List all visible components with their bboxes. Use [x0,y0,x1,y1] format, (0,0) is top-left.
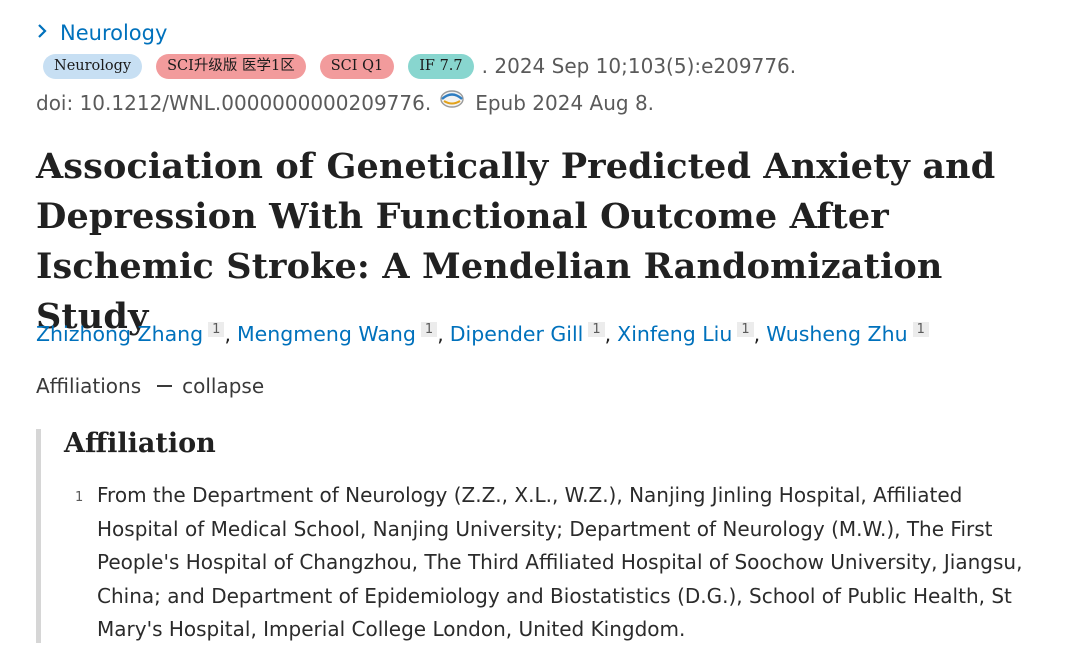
article-title: Association of Genetically Predicted Anx… [36,146,996,337]
chevron-right-icon [36,23,52,43]
affiliations-toggle[interactable]: Affiliations collapse [36,372,264,400]
author-list: Zhizhong Zhang 1 , Mengmeng Wang 1 , Dip… [36,322,929,352]
author-separator: , [753,322,761,346]
open-access-icon[interactable] [439,87,465,111]
author-link[interactable]: Mengmeng Wang [236,322,416,346]
author-link[interactable]: Wusheng Zhu [766,322,908,346]
sci-tier-tag[interactable]: SCI升级版 医学1区 [156,53,306,79]
affiliation-heading: Affiliation [64,428,216,459]
affiliation-ref[interactable]: 1 [420,322,438,337]
affiliations-label: Affiliations [36,374,142,398]
impact-factor-tag[interactable]: IF 7.7 [408,53,474,79]
collapse-dash-icon [157,385,173,387]
affiliation-text: From the Department of Neurology (Z.Z., … [97,483,1023,641]
affiliation-ref[interactable]: 1 [208,322,225,337]
sci-quartile-tag[interactable]: SCI Q1 [319,53,395,79]
author-link[interactable]: Dipender Gill [449,322,584,346]
affiliation-ref[interactable]: 1 [737,322,754,337]
author-link[interactable]: Xinfeng Liu [617,322,733,346]
journal-link[interactable]: Neurology [36,19,167,47]
citation-line: Neurology SCI升级版 医学1区 SCI Q1 IF 7.7 . 20… [43,52,796,80]
affiliation-number: 1 [75,490,84,505]
affiliation-ref[interactable]: 1 [588,322,605,337]
epub-text: Epub 2024 Aug 8. [475,91,655,115]
journal-tag[interactable]: Neurology [43,53,143,79]
journal-name: Neurology [60,21,168,45]
affiliation-ref[interactable]: 1 [912,322,929,337]
author-separator: , [604,322,612,346]
author-link[interactable]: Zhizhong Zhang [36,322,204,346]
affiliation-section: Affiliation 1 From the Department of Neu… [36,428,1051,643]
doi-line: doi: 10.1212/WNL.0000000000209776. Epub … [36,89,654,117]
doi-text[interactable]: doi: 10.1212/WNL.0000000000209776. [36,91,432,115]
author-separator: , [437,322,444,346]
collapse-label[interactable]: collapse [182,374,265,398]
citation-text: . 2024 Sep 10;103(5):e209776. [481,54,797,78]
author-separator: , [224,322,231,346]
